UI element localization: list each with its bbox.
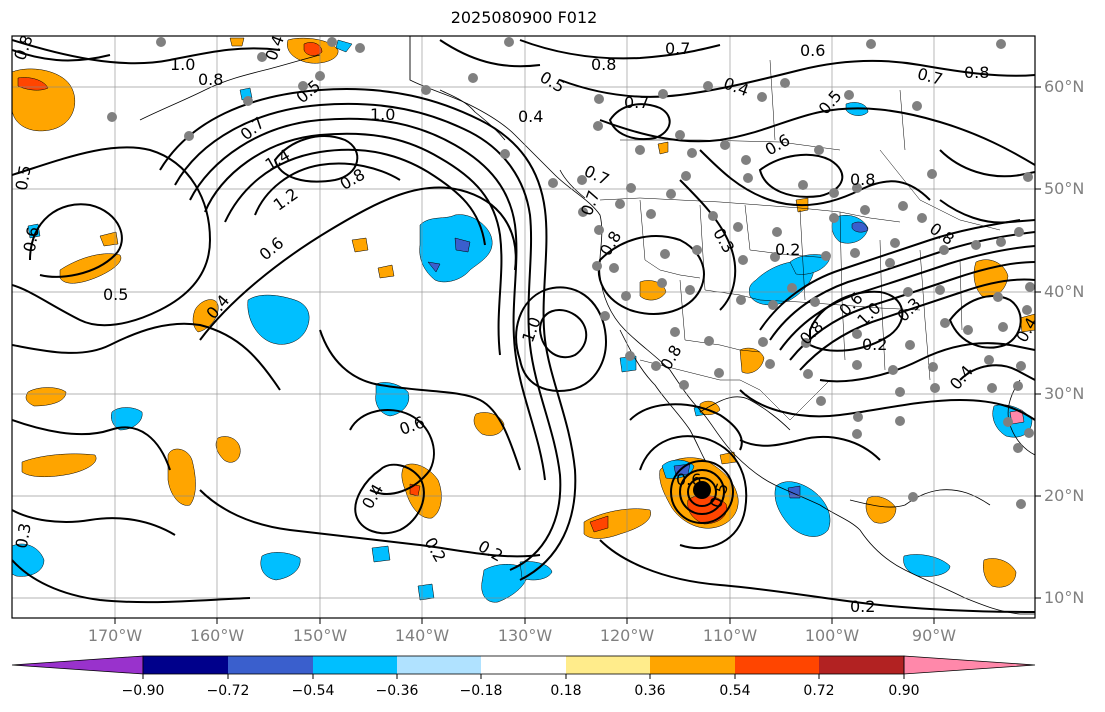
contour-label: 0.7 [665, 39, 690, 58]
contour-label: 0.4 [518, 107, 543, 126]
colorbar-segment [228, 656, 313, 674]
colorbar-tick-label: −0.90 [121, 683, 165, 699]
colorbar-segment [566, 656, 650, 674]
contour-label: 0.8 [850, 170, 875, 189]
lon-label: 100°W [804, 626, 860, 645]
colorbar-tick-label: 0.90 [888, 683, 920, 699]
contour-label: 0.6 [20, 225, 43, 253]
observation-sites [107, 37, 1035, 509]
lon-label: 150°W [292, 626, 348, 645]
colorbar [11, 655, 1036, 679]
contour-label: 0.7 [624, 93, 649, 112]
colorbar-tick-label: −0.72 [206, 683, 250, 699]
colorbar-segment [143, 656, 228, 674]
lat-label: 50°N [1044, 179, 1085, 198]
contour-label: 0.5 [12, 164, 35, 192]
colorbar-tick-label: 0.18 [550, 683, 582, 699]
contour-label: 0.3 [12, 522, 35, 550]
map-plot-area: 0.8 1.0 0.8 0.4 0.5 0.7 0.7 0.8 0.6 0.7 … [12, 36, 1035, 618]
contour-label: 0.6 [800, 41, 825, 60]
axis-ticks [114, 86, 1041, 624]
colorbar-tick-label: −0.18 [459, 683, 503, 699]
lat-label: 30°N [1044, 384, 1085, 403]
colorbar-extend-low [11, 655, 144, 675]
lon-label: 130°W [497, 626, 553, 645]
lon-label: 90°W [911, 626, 957, 645]
political-borders [409, 36, 1001, 421]
contour-label: 0.8 [198, 70, 223, 89]
storm-center-marker [693, 481, 711, 499]
contour-lines [12, 39, 1035, 613]
lat-label: 40°N [1044, 282, 1085, 301]
colorbar-segment [481, 656, 566, 674]
lon-label: 140°W [394, 626, 450, 645]
colorbar-tick-label: 0.72 [803, 683, 835, 699]
colorbar-tick-label: −0.54 [291, 683, 335, 699]
colorbar-tick-label: 0.54 [719, 683, 751, 699]
lat-label: 20°N [1044, 486, 1085, 505]
colorbar-segment [313, 656, 397, 674]
lon-label: 120°W [599, 626, 655, 645]
map-frame [11, 35, 1036, 619]
contour-label: 0.8 [964, 63, 989, 82]
colorbar-segment [650, 656, 735, 674]
colorbar-segment [735, 656, 819, 674]
contour-label: 0.8 [591, 55, 616, 74]
contour-label: 0.5 [103, 285, 128, 304]
contour-label: 0.2 [862, 335, 887, 354]
colorbar-tick-label: 0.36 [634, 683, 666, 699]
map-title: 2025080900 F012 [450, 8, 598, 27]
lon-label: 110°W [702, 626, 758, 645]
contour-label: 0.2 [850, 597, 875, 616]
lon-label: 160°W [189, 626, 245, 645]
colorbar-tick-label: −0.36 [375, 683, 419, 699]
contour-label: 0.2 [775, 240, 800, 259]
contour-label: 1.0 [370, 105, 395, 124]
colorbar-segment [819, 656, 904, 674]
contour-label: 0.6 [676, 470, 701, 489]
shaded-anomaly-patches [12, 37, 1035, 603]
colorbar-segment [397, 656, 481, 674]
lat-label: 60°N [1044, 77, 1085, 96]
lat-label: 10°N [1044, 588, 1085, 607]
contour-label: 1.0 [170, 55, 195, 74]
colorbar-extend-high [903, 655, 1036, 675]
lon-label: 170°W [87, 626, 143, 645]
